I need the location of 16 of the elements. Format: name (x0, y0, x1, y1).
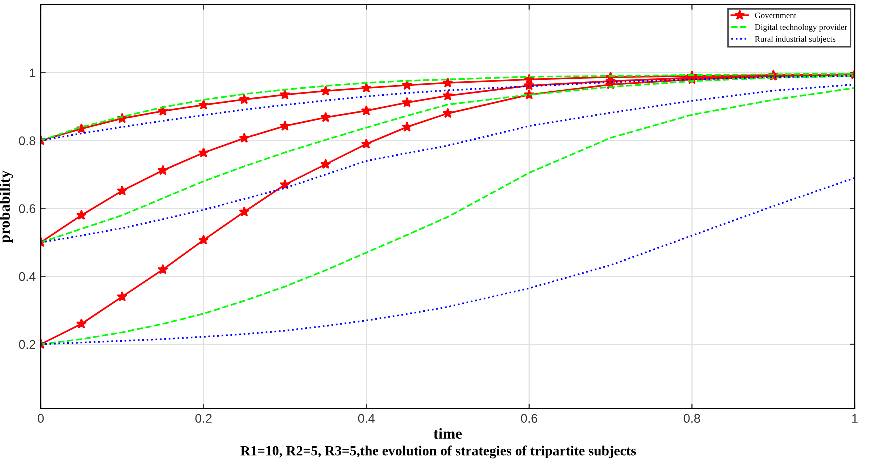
y-tick-label: 0.4 (19, 272, 36, 282)
x-tick-label: 1 (852, 414, 858, 423)
legend-label: Government (755, 12, 797, 18)
y-tick-label: 0.6 (19, 204, 36, 214)
legend-label: Rural industrial subjects (755, 36, 836, 44)
y-tick-label: 1 (30, 68, 36, 78)
y-tick-label: 0.2 (19, 340, 36, 350)
x-tick-label: 0.2 (196, 414, 212, 424)
y-tick-label: 0.8 (19, 136, 36, 146)
x-axis-title: time (434, 428, 462, 440)
x-tick-label: 0.8 (684, 414, 700, 424)
legend-label: Digital technology provider (755, 24, 848, 32)
text: R1=10, R2=5, R3=5,the evolution of strategies of tripartite subjects (240, 446, 636, 459)
x-tick-label: 0.4 (358, 414, 375, 424)
x-tick-label: 0 (38, 414, 44, 424)
x-tick-label: 0.6 (521, 414, 538, 424)
